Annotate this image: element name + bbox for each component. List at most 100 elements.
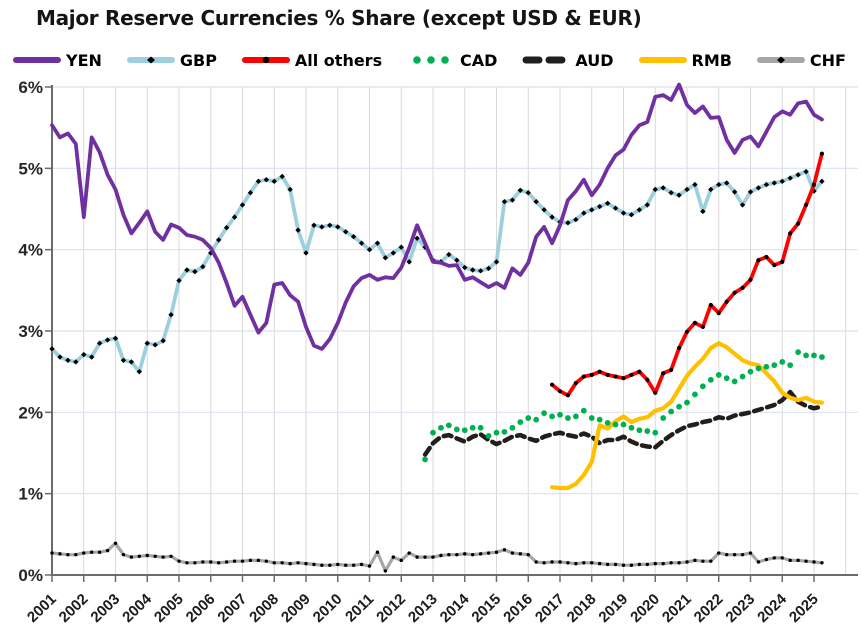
marker-diamond: [469, 267, 476, 273]
series-rmb: [549, 341, 825, 491]
marker-dot: [145, 553, 149, 558]
marker-diamond: [771, 180, 778, 186]
marker-disc: [461, 427, 468, 434]
marker-dot: [232, 559, 237, 563]
marker-diamond: [589, 207, 595, 213]
marker-diamond: [96, 340, 103, 346]
marker-disc: [779, 359, 786, 365]
marker-dot: [732, 552, 737, 557]
marker-dot: [463, 552, 467, 556]
marker-disc: [676, 403, 682, 410]
legend-label: RMB: [691, 50, 732, 70]
marker-dot: [185, 561, 189, 565]
marker-disc: [509, 424, 516, 431]
legend-item-chf: CHF: [756, 50, 846, 70]
x-tick-label: 2020: [627, 591, 663, 626]
marker-dot: [177, 559, 181, 563]
marker-dot: [280, 561, 284, 565]
x-tick-label: 2001: [24, 591, 60, 626]
marker-dot: [597, 369, 602, 374]
marker-dot: [637, 369, 642, 374]
marker-diamond: [596, 203, 603, 210]
legend-swatch-gbp-icon: [126, 56, 175, 64]
marker-dot: [549, 382, 555, 387]
marker-diamond: [652, 186, 658, 193]
marker-diamond: [73, 359, 79, 365]
legend-label: GBP: [179, 50, 217, 70]
marker-dot: [661, 371, 666, 376]
marker-dot: [439, 553, 443, 558]
x-tick-label: 2007: [214, 591, 250, 626]
series-line: [50, 541, 824, 573]
marker-disc: [699, 383, 706, 390]
marker-dot: [661, 561, 665, 566]
marker-dot: [669, 367, 674, 373]
legend-label: YEN: [66, 50, 102, 70]
marker-disc: [731, 378, 738, 385]
marker-diamond: [747, 189, 754, 195]
marker-diamond: [755, 185, 762, 191]
x-tick-label: 2023: [722, 591, 758, 626]
marker-dot: [764, 254, 769, 260]
marker-dot: [724, 299, 729, 304]
marker-dot: [320, 563, 324, 567]
legend-label: CHF: [809, 50, 846, 70]
marker-diamond: [692, 181, 698, 188]
marker-diamond: [462, 264, 468, 271]
legend-label: All others: [294, 50, 383, 70]
legend-swatch-aud-icon: [522, 56, 570, 64]
marker-dot: [328, 563, 332, 567]
marker-diamond: [350, 233, 357, 240]
marker-disc: [803, 352, 809, 359]
marker-dot: [716, 311, 721, 316]
marker-dot: [399, 558, 403, 563]
series-all-others: [549, 151, 825, 398]
marker-diamond: [192, 268, 198, 275]
marker-disc: [707, 376, 714, 383]
marker-dot: [216, 561, 221, 565]
marker-disc: [533, 416, 540, 423]
marker-dot: [113, 541, 118, 545]
marker-dot: [296, 561, 300, 565]
marker-diamond: [660, 185, 666, 191]
marker-diamond: [501, 198, 508, 205]
marker-dot: [717, 551, 721, 555]
x-tick-label: 2008: [246, 591, 282, 626]
marker-dot: [589, 372, 594, 378]
marker-diamond: [723, 180, 730, 186]
marker-diamond: [628, 211, 635, 218]
marker-diamond: [525, 190, 531, 196]
x-tick-label: 2013: [405, 591, 441, 626]
marker-dot: [447, 552, 451, 557]
marker-diamond: [382, 255, 389, 261]
marker-disc: [517, 419, 524, 425]
series-line: [50, 82, 824, 351]
marker-diamond: [739, 202, 746, 208]
marker-disc: [811, 352, 817, 359]
marker-dot: [724, 552, 729, 557]
marker-dot: [455, 552, 459, 557]
marker-dot: [209, 560, 213, 564]
marker-dot: [415, 555, 419, 559]
marker-dot: [693, 558, 697, 563]
marker-disc: [636, 427, 643, 434]
marker-dot: [629, 563, 634, 567]
x-tick-label: 2011: [342, 591, 377, 626]
y-tick-label: 5%: [18, 159, 43, 178]
marker-diamond: [223, 225, 230, 231]
marker-diamond: [152, 342, 158, 348]
marker-dot: [684, 329, 690, 334]
marker-diamond: [565, 220, 571, 226]
marker-dot: [605, 562, 610, 567]
x-tick-label: 2015: [468, 591, 504, 626]
marker-dot: [811, 182, 817, 187]
marker-dot: [550, 560, 554, 564]
marker-dot: [566, 561, 570, 565]
marker-dot: [692, 320, 698, 325]
x-tick-label: 2019: [595, 591, 631, 626]
marker-dot: [676, 345, 682, 351]
marker-disc: [771, 362, 778, 369]
marker-dot: [407, 551, 411, 555]
marker-diamond: [335, 224, 341, 230]
x-tick-label: 2009: [278, 591, 314, 626]
